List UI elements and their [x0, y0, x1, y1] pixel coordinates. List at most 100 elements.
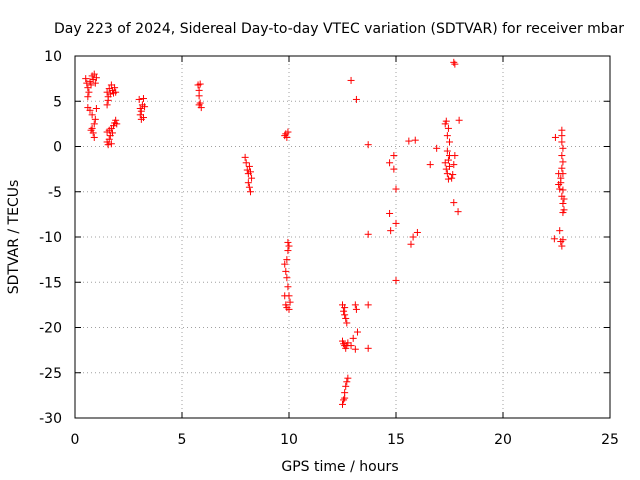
- data-point: [559, 158, 567, 166]
- data-point: [340, 340, 348, 348]
- data-point: [85, 88, 93, 96]
- data-point: [90, 133, 98, 141]
- data-point: [246, 188, 254, 196]
- data-point: [285, 242, 293, 250]
- data-point: [443, 132, 451, 140]
- data-point: [86, 106, 94, 114]
- data-point: [349, 334, 357, 342]
- data-point: [454, 208, 462, 216]
- data-point: [450, 58, 458, 66]
- data-point: [413, 228, 421, 236]
- data-point: [104, 141, 112, 149]
- data-point: [195, 92, 203, 100]
- data-point: [451, 152, 459, 160]
- data-point: [196, 80, 204, 88]
- data-point: [339, 400, 346, 408]
- data-point: [386, 159, 394, 167]
- data-point: [112, 116, 120, 124]
- data-point: [450, 161, 458, 169]
- y-tick-label: -20: [39, 321, 62, 337]
- data-point: [141, 103, 149, 111]
- y-tick-label: -30: [39, 411, 62, 427]
- data-point: [105, 85, 113, 93]
- data-point: [88, 111, 96, 119]
- data-point: [353, 328, 361, 336]
- data-point: [342, 314, 350, 322]
- data-point: [558, 132, 566, 140]
- data-point: [444, 175, 452, 183]
- data-point: [281, 292, 289, 300]
- data-point: [390, 152, 398, 160]
- y-tick-label: -15: [39, 275, 62, 291]
- data-point: [285, 305, 293, 313]
- data-point: [442, 165, 450, 173]
- grid-lines: [75, 56, 610, 418]
- data-point: [556, 227, 564, 235]
- y-axis-label: SDTVAR / TECUs: [6, 180, 22, 295]
- data-point: [286, 298, 294, 306]
- data-point: [443, 147, 451, 155]
- data-point: [559, 170, 567, 178]
- data-point: [244, 179, 252, 187]
- data-point: [364, 301, 372, 309]
- x-tick-label: 0: [71, 432, 80, 448]
- data-point: [351, 301, 359, 309]
- y-tick-label: 0: [53, 140, 62, 156]
- data-point: [284, 247, 292, 255]
- data-point: [343, 378, 351, 386]
- data-point: [558, 164, 566, 172]
- data-point: [387, 227, 395, 235]
- data-point: [107, 140, 115, 148]
- data-point: [283, 256, 291, 264]
- y-tick-label: 5: [53, 94, 62, 110]
- data-points: [82, 58, 568, 408]
- y-tick-labels: -30 -25 -20 -15 -10 -5 0 5 10: [39, 49, 62, 427]
- data-point: [344, 374, 352, 382]
- data-point: [364, 344, 372, 352]
- data-point: [426, 161, 434, 169]
- data-point: [89, 76, 97, 84]
- data-point: [448, 174, 456, 182]
- data-point: [390, 165, 398, 173]
- data-point: [139, 114, 147, 122]
- data-point: [351, 345, 359, 353]
- data-point: [340, 307, 348, 315]
- data-point: [450, 199, 458, 207]
- data-point: [340, 396, 348, 404]
- y-tick-label: -10: [39, 230, 62, 246]
- data-point: [284, 128, 292, 136]
- data-point: [87, 126, 95, 134]
- x-tick-label: 10: [280, 432, 298, 448]
- data-point: [558, 138, 566, 146]
- data-point: [364, 230, 372, 238]
- data-point: [558, 242, 566, 250]
- data-point: [137, 107, 145, 115]
- data-point: [196, 99, 204, 107]
- data-point: [87, 81, 95, 89]
- x-tick-label: 25: [601, 432, 619, 448]
- data-point: [83, 79, 91, 87]
- data-point: [386, 209, 394, 217]
- data-point: [441, 159, 449, 167]
- data-point: [556, 185, 564, 193]
- data-point: [283, 133, 291, 141]
- y-tick-label: -5: [48, 185, 62, 201]
- data-point: [92, 104, 100, 112]
- data-point: [451, 60, 459, 68]
- data-point: [559, 209, 567, 217]
- data-point: [90, 70, 98, 78]
- data-point: [113, 120, 121, 128]
- data-point: [343, 319, 351, 327]
- data-point: [407, 240, 415, 248]
- data-point: [364, 141, 372, 149]
- data-point: [342, 382, 350, 390]
- x-tick-labels: 0 5 10 15 20 25: [71, 432, 619, 448]
- data-point: [559, 186, 567, 194]
- x-tick-label: 15: [387, 432, 405, 448]
- data-point: [112, 88, 120, 96]
- data-point: [283, 274, 291, 282]
- data-point: [90, 120, 98, 128]
- data-point: [392, 219, 400, 227]
- plot-frame: [74, 55, 611, 419]
